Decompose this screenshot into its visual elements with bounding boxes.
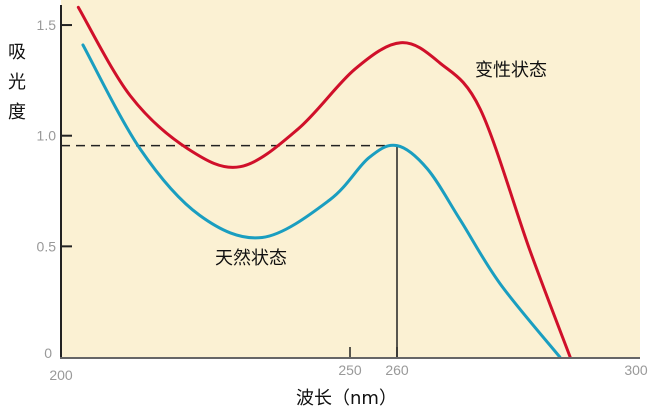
x-tick-label: 200 bbox=[49, 367, 73, 383]
x-axis-label: 波长（nm） bbox=[296, 388, 397, 409]
y-axis-label: 吸光度 bbox=[8, 42, 26, 123]
x-tick-label: 300 bbox=[624, 362, 648, 378]
series-line-denatured bbox=[76, 5, 572, 359]
legend-native: 天然状态 bbox=[215, 248, 287, 269]
x-tick-label: 250 bbox=[338, 362, 362, 378]
y-tick-label: 1.0 bbox=[37, 128, 57, 144]
y-tick-label: 1.5 bbox=[37, 17, 57, 33]
x-tick-label: 260 bbox=[385, 362, 409, 378]
y-tick-label: 0 bbox=[44, 345, 52, 361]
y-tick-label: 0.5 bbox=[37, 238, 57, 254]
series-line-native bbox=[81, 43, 562, 359]
legend-denatured: 变性状态 bbox=[475, 60, 547, 81]
